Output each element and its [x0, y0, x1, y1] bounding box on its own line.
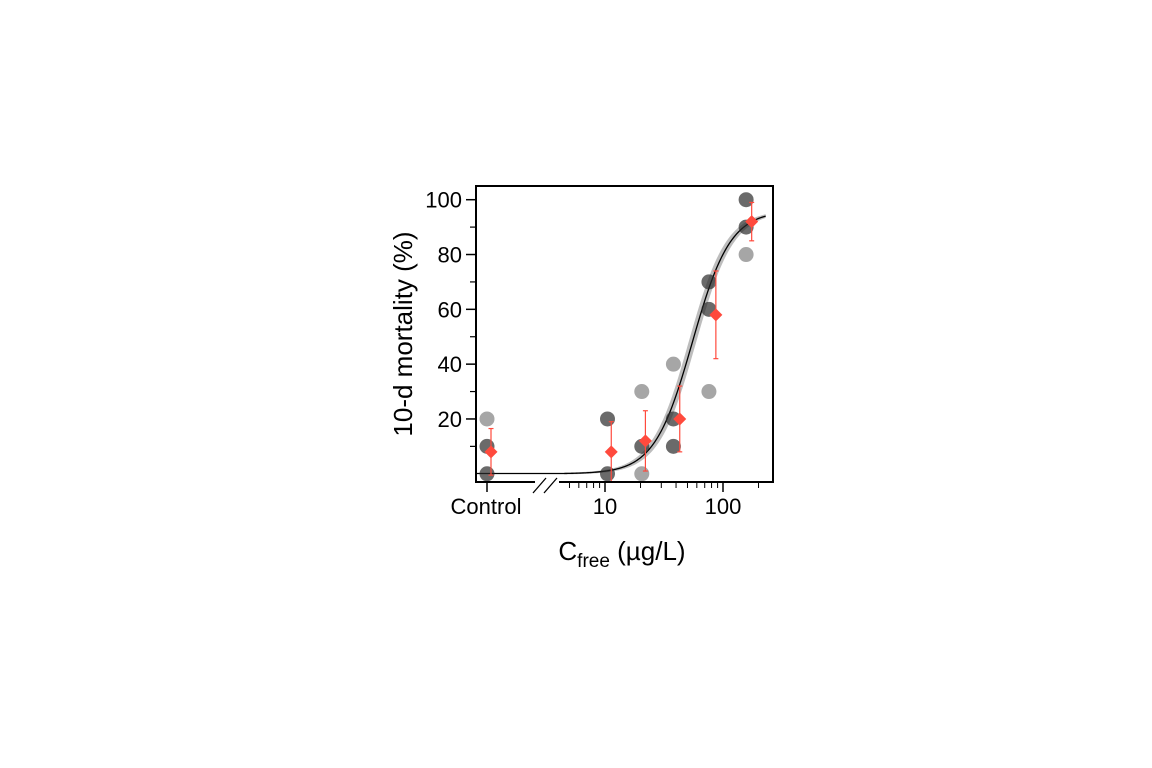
x-tick-label: Control: [451, 494, 522, 519]
mean-point: [745, 215, 759, 229]
y-tick-label: 100: [425, 188, 462, 213]
x-tick-label: 10: [593, 494, 617, 519]
fit-curve: [476, 215, 766, 475]
y-axis: 20 40 60 80 100: [425, 188, 476, 447]
y-tick-label: 40: [438, 352, 462, 377]
x-axis-title-rest: (µg/L): [610, 536, 686, 566]
replicate-points-layer: [479, 192, 754, 482]
mean-points-layer: [484, 201, 759, 483]
replicate-point: [479, 411, 495, 427]
x-axis-title-subscript: free: [577, 551, 610, 572]
replicate-point: [738, 192, 754, 208]
x-tick-label: 100: [705, 494, 742, 519]
mean-point: [484, 445, 498, 459]
y-tick-label: 80: [438, 243, 462, 268]
replicate-point: [738, 247, 754, 263]
replicate-point: [665, 356, 681, 372]
x-axis-title-main: C: [558, 536, 577, 566]
fit-curve-layer: [476, 215, 766, 475]
mean-point: [604, 445, 618, 459]
replicate-point: [701, 274, 717, 290]
replicate-point: [479, 466, 495, 482]
y-axis-title: 10-d mortality (%): [388, 231, 418, 436]
replicate-point: [600, 411, 616, 427]
replicate-point: [634, 466, 650, 482]
x-axis-title: Cfree (µg/L): [558, 536, 685, 572]
mean-point: [638, 434, 652, 448]
ci-band-layer: [564, 214, 766, 475]
replicate-point: [634, 384, 650, 400]
y-tick-label: 60: [438, 297, 462, 322]
x-axis: Control 10 100: [451, 477, 760, 519]
replicate-point: [665, 438, 681, 454]
axis-break-mark: [543, 477, 558, 494]
mean-point: [709, 308, 723, 322]
y-tick-label: 20: [438, 407, 462, 432]
replicate-point: [600, 466, 616, 482]
axis-break-mark: [532, 477, 547, 494]
replicate-point: [701, 384, 717, 400]
mean-point: [673, 412, 687, 426]
ci-band: [564, 214, 766, 475]
plot-frame: [475, 185, 774, 483]
